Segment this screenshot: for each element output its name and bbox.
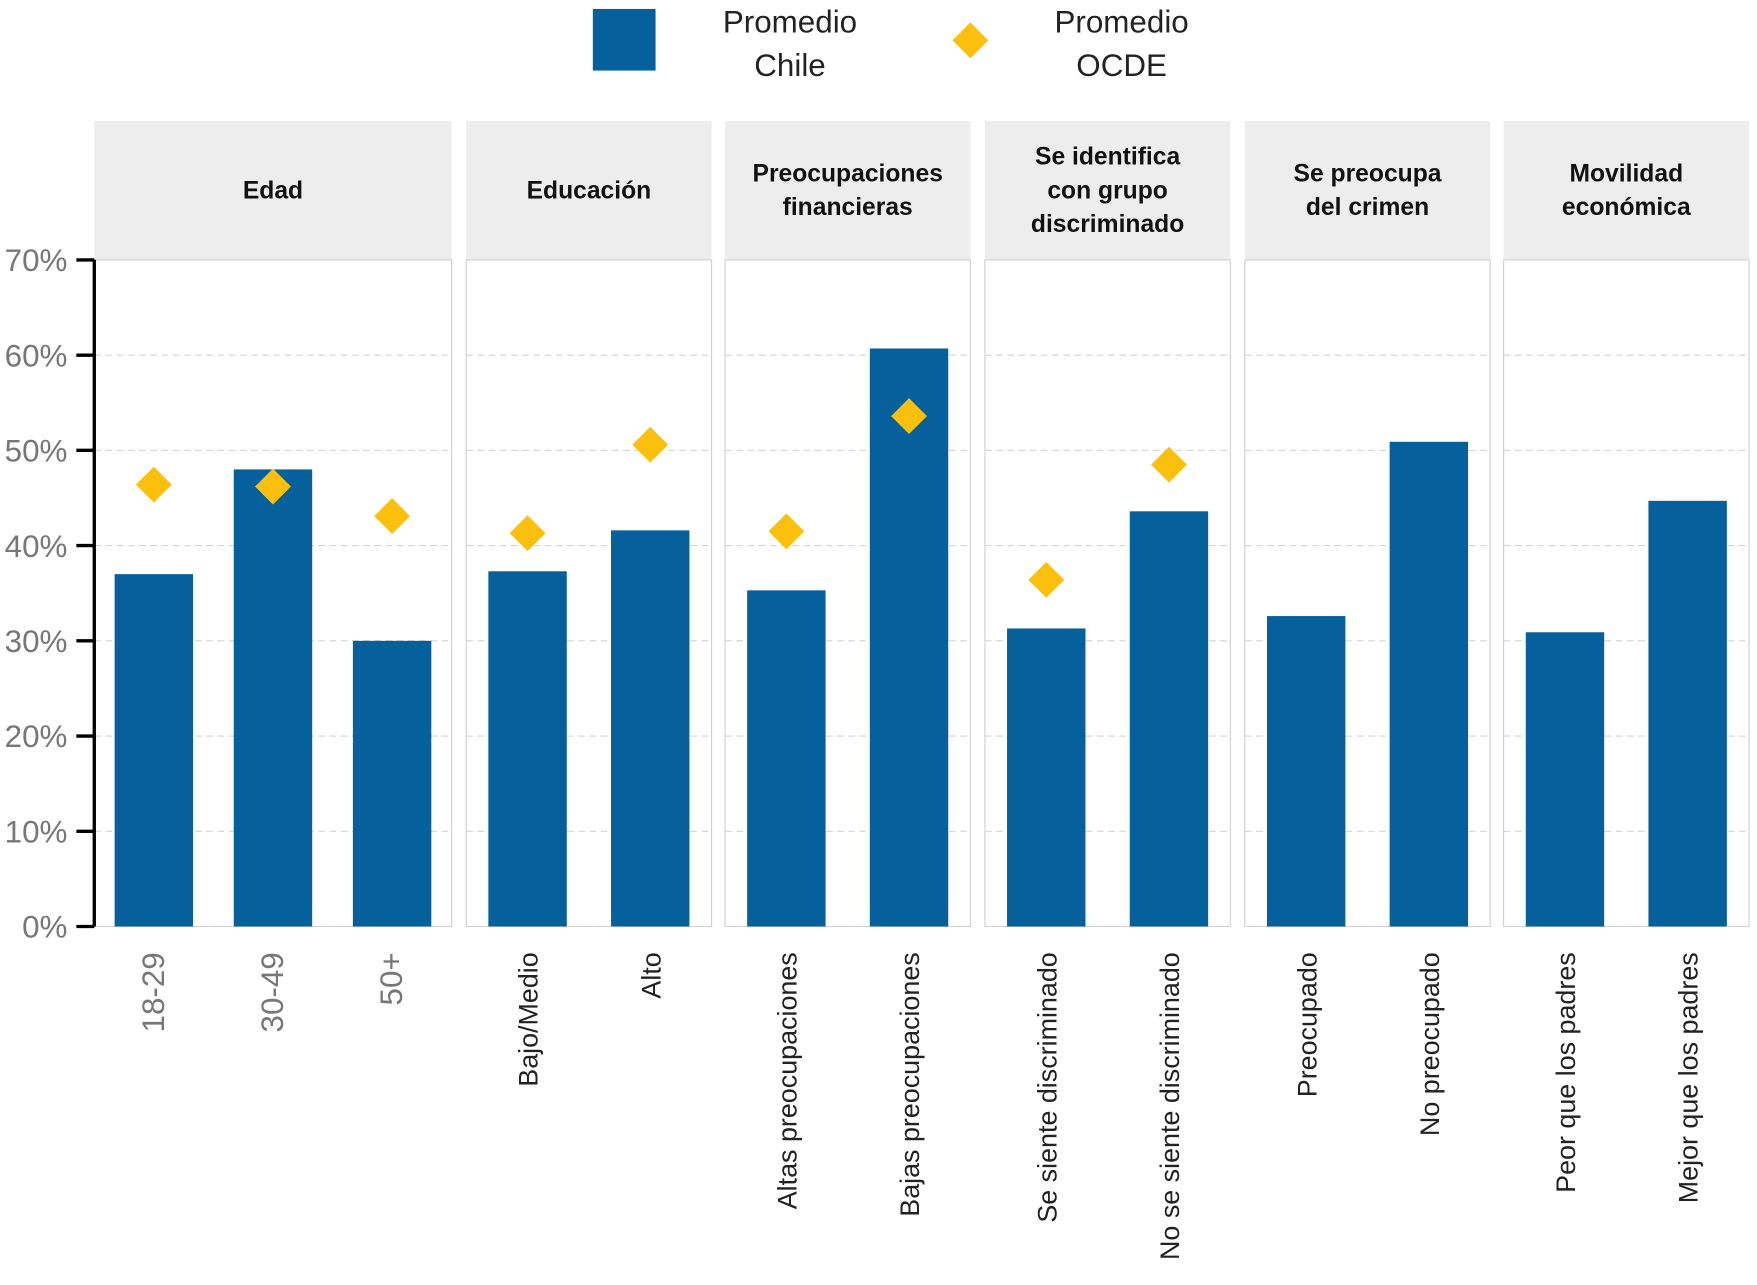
panel-title: Movilidad económica [1561, 159, 1691, 221]
panel-title: Se identifica con grupo discriminado [1030, 142, 1185, 238]
panel-title-box: Movilidad económica [1561, 159, 1691, 221]
bar [233, 469, 313, 927]
ocde-marker [1151, 446, 1187, 483]
y-tick-label: 60% [5, 338, 68, 373]
panel-title-box: Se identifica con grupo discriminado [1030, 142, 1185, 238]
y-tick-label: 0% [22, 910, 67, 945]
panel-title-box: Preocupaciones financieras [752, 159, 943, 221]
bar [611, 530, 690, 927]
panel-frame [1244, 259, 1491, 928]
bar [114, 574, 194, 927]
ocde-marker [509, 515, 546, 552]
panel-title-box: Educación [526, 175, 652, 204]
x-tick-label: No preocupado [1415, 952, 1445, 1136]
ocde-marker [135, 466, 172, 503]
x-tick-label: Preocupado [1292, 952, 1322, 1097]
bar [869, 348, 949, 927]
bar [1007, 628, 1086, 927]
legend-swatch [952, 22, 989, 59]
legend-label: Promedio OCDE [1054, 4, 1189, 83]
y-tick-label: 10% [5, 814, 68, 849]
y-tick-label: 20% [5, 719, 68, 754]
x-tick-label: Mejor que los padres [1674, 952, 1704, 1203]
y-tick-label: 50% [5, 434, 68, 469]
panel-frame [465, 259, 713, 928]
legend-swatch [592, 8, 656, 71]
legend-label-box: Promedio OCDE [1054, 4, 1189, 83]
x-tick-label: 18-29 [136, 952, 171, 1032]
x-tick-label: Peor que los padres [1551, 952, 1581, 1193]
panel-title-box: Edad [242, 175, 304, 204]
x-tick-label: Alto [636, 952, 666, 998]
x-tick-label: 50+ [374, 952, 409, 1005]
ocde-marker [891, 398, 927, 435]
ocde-marker [632, 426, 669, 463]
panel-title: Educación [526, 175, 652, 204]
panel-header [94, 120, 452, 260]
bar [1525, 632, 1605, 927]
panel-title-box: Se preocupa del crimen [1293, 159, 1442, 221]
y-tick-label: 30% [5, 624, 68, 659]
x-tick-label: Bajo/Medio [514, 952, 544, 1086]
bar [1389, 441, 1469, 927]
bar [747, 590, 826, 927]
panel-title: Edad [242, 175, 304, 204]
ocde-marker [374, 498, 411, 534]
x-tick-label: 30-49 [255, 952, 290, 1032]
ocde-marker [1028, 561, 1065, 598]
bar [352, 640, 432, 927]
bar [1648, 500, 1727, 927]
y-tick-label: 40% [5, 529, 68, 564]
x-tick-label: Bajas preocupaciones [895, 952, 925, 1216]
panel-frame [724, 259, 971, 928]
panel-header [725, 120, 971, 260]
panel-header [984, 120, 1231, 260]
panel-header [1503, 120, 1749, 260]
panel-title: Se preocupa del crimen [1293, 159, 1442, 221]
legend-label-box: Promedio Chile [722, 4, 858, 83]
panel-frame [1503, 259, 1750, 928]
panel-title: Preocupaciones financieras [752, 159, 943, 221]
x-tick-label: Altas preocupaciones [772, 952, 802, 1209]
bar [1266, 616, 1346, 927]
panel-header [1244, 120, 1491, 260]
bar [1129, 511, 1209, 927]
y-tick-label: 70% [5, 243, 68, 278]
x-tick-label: No se siente discriminado [1155, 952, 1185, 1260]
x-tick-label: Se siente discriminado [1032, 952, 1062, 1222]
legend-label: Promedio Chile [722, 4, 858, 83]
panel-frame [984, 259, 1231, 928]
bar [488, 571, 567, 927]
panel-header [466, 120, 712, 260]
ocde-marker [768, 513, 805, 550]
